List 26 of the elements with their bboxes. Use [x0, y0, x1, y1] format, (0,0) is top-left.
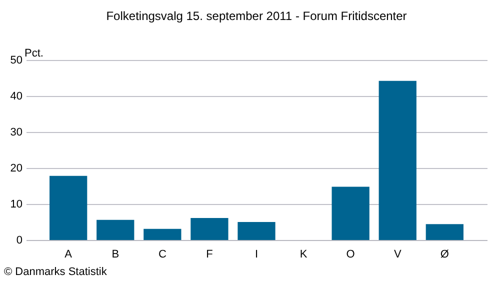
y-tick-label: 20: [10, 162, 22, 174]
x-tick-label: O: [346, 248, 356, 260]
y-tick-label: 0: [16, 234, 22, 246]
y-tick-label: 10: [10, 198, 22, 210]
x-tick-label: C: [158, 248, 166, 260]
y-axis-title: Pct.: [24, 48, 44, 60]
x-tick-label: F: [206, 248, 214, 260]
bar: [96, 220, 134, 240]
y-tick-label: 50: [10, 54, 22, 66]
x-tick-label: K: [300, 248, 308, 260]
bar: [190, 218, 228, 240]
y-tick-label: 30: [10, 126, 22, 138]
chart-title: Folketingsvalg 15. september 2011 - Forum Fritidscenter: [106, 9, 407, 23]
x-tick-label: A: [64, 248, 73, 260]
x-tick-label: V: [394, 248, 402, 260]
text: © Danmarks Statistik: [4, 266, 108, 278]
y-tick-label: 40: [10, 90, 22, 102]
bar: [332, 186, 370, 240]
bar: [426, 224, 464, 240]
bar: [144, 228, 182, 240]
bar: [238, 222, 276, 240]
bar: [378, 80, 416, 240]
bar: [50, 176, 88, 240]
x-tick-label: B: [112, 248, 120, 260]
x-tick-label: I: [254, 248, 258, 260]
x-tick-label: Ø: [440, 248, 450, 260]
